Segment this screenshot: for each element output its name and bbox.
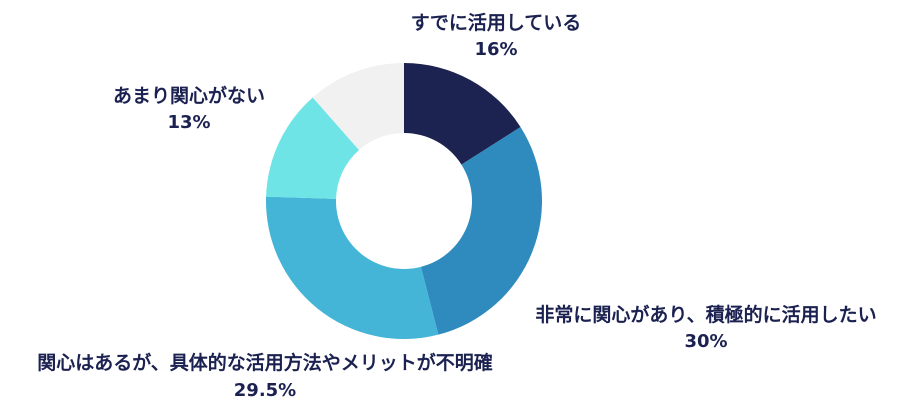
donut-slices [266,63,543,339]
label-very-interested: 非常に関心があり、積極的に活用したい [535,303,876,326]
value-not-interested: 13% [167,112,210,133]
slice-remainder [312,63,404,150]
slice-labels: すでに活用している 16% 非常に関心があり、積極的に活用したい 30% 関心は… [37,11,876,401]
label-not-interested: あまり関心がない [113,84,265,107]
slice-interested-unclear [266,196,439,339]
slice-already-using [404,63,521,165]
slice-very-interested [420,127,543,335]
value-interested-unclear: 29.5% [234,380,296,401]
label-interested-unclear: 関心はあるが、具体的な活用方法やメリットが不明確 [37,351,493,374]
value-very-interested: 30% [684,331,727,352]
label-already-using: すでに活用している [411,11,582,34]
value-already-using: 16% [474,39,517,60]
slice-not-interested [266,97,360,199]
